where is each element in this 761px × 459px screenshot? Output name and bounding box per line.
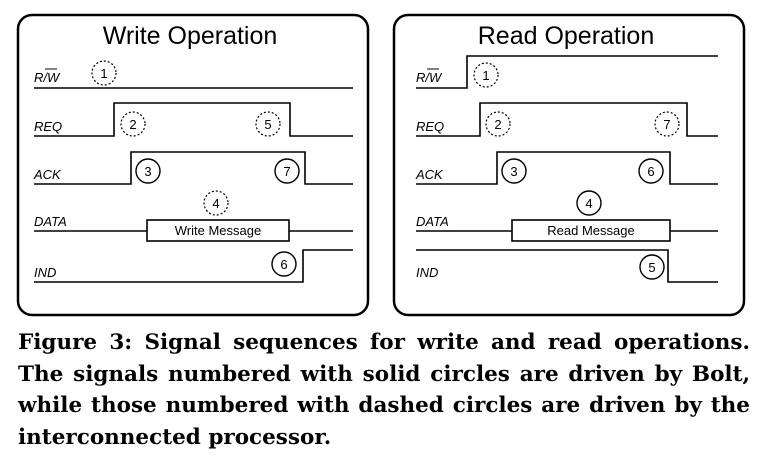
figure-caption: Figure 3: Signal sequences for write and… [18,330,750,450]
read-data-label: DATA [416,214,449,229]
read-ack-waveform [416,151,718,185]
svg-text:7: 7 [663,117,670,132]
read-marker-5: 5 [639,254,665,280]
write-marker-3: 3 [135,158,161,184]
read-ind-waveform [416,249,718,283]
write-data-label: DATA [34,214,67,229]
svg-text:4: 4 [585,196,592,211]
write-marker-6: 6 [271,251,297,277]
write-message-box [146,219,290,242]
svg-text:6: 6 [647,164,654,179]
svg-text:6: 6 [280,257,287,272]
svg-text:1: 1 [482,68,489,83]
write-marker-7: 7 [274,158,300,184]
read-ind-label: IND [416,265,438,280]
write-operation-panel: Write Operation R/W REQ ACK DATA IND Wri… [16,13,370,317]
read-rw-label: R/W [416,70,443,85]
read-marker-7: 7 [654,111,680,137]
read-message-text: Read Message [547,223,634,238]
write-ack-waveform [34,151,353,185]
write-ack-label: ACK [33,167,62,182]
svg-text:5: 5 [264,117,271,132]
read-panel-title: Read Operation [478,22,655,50]
svg-text:2: 2 [494,117,501,132]
write-marker-2: 2 [120,111,146,137]
write-ind-waveform [34,249,353,283]
svg-text:4: 4 [212,196,219,211]
read-ack-label: ACK [415,167,444,182]
svg-text:3: 3 [510,164,517,179]
svg-text:1: 1 [100,66,107,81]
read-marker-4: 4 [576,190,602,216]
write-req-waveform [34,102,353,137]
read-marker-3: 3 [501,158,527,184]
write-panel-frame [16,13,370,317]
svg-text:7: 7 [283,164,290,179]
svg-text:3: 3 [144,164,151,179]
read-operation-panel: Read Operation R/W REQ ACK DATA IND Read… [392,13,746,317]
read-marker-1: 1 [473,62,499,88]
write-marker-5: 5 [255,111,281,137]
read-req-waveform [416,102,718,137]
write-marker-1: 1 [91,60,117,86]
signal-sequence-diagram: Write Operation R/W REQ ACK DATA IND Wri… [16,13,746,317]
read-rw-waveform [416,55,718,89]
svg-text:5: 5 [648,260,655,275]
write-message-text: Write Message [175,223,261,238]
read-req-label: REQ [416,119,444,134]
read-message-box [511,219,671,242]
write-req-label: REQ [34,119,62,134]
write-marker-4: 4 [203,190,229,216]
read-marker-6: 6 [638,158,664,184]
read-marker-2: 2 [485,111,511,137]
write-panel-title: Write Operation [103,22,278,50]
write-rw-label: R/W [34,70,61,85]
write-ind-label: IND [34,265,56,280]
read-panel-frame [392,13,746,317]
svg-text:2: 2 [129,117,136,132]
